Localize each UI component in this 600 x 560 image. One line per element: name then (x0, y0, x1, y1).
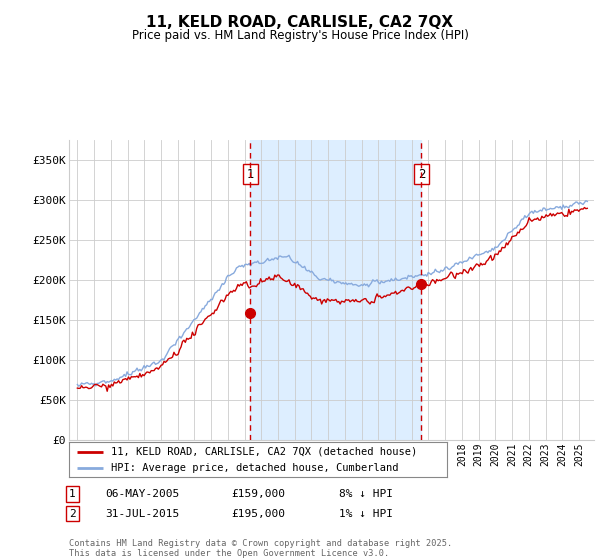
Text: 2: 2 (69, 508, 76, 519)
Text: 11, KELD ROAD, CARLISLE, CA2 7QX (detached house): 11, KELD ROAD, CARLISLE, CA2 7QX (detach… (110, 447, 417, 457)
Text: £195,000: £195,000 (231, 508, 285, 519)
Text: 1% ↓ HPI: 1% ↓ HPI (339, 508, 393, 519)
Bar (250, 140, 421, 440)
Text: Price paid vs. HM Land Registry's House Price Index (HPI): Price paid vs. HM Land Registry's House … (131, 29, 469, 42)
Text: 2: 2 (418, 168, 425, 181)
Text: 06-MAY-2005: 06-MAY-2005 (105, 489, 179, 499)
Text: Contains HM Land Registry data © Crown copyright and database right 2025.
This d: Contains HM Land Registry data © Crown c… (69, 539, 452, 558)
Text: 1: 1 (69, 489, 76, 499)
Text: HPI: Average price, detached house, Cumberland: HPI: Average price, detached house, Cumb… (110, 464, 398, 473)
Text: 11, KELD ROAD, CARLISLE, CA2 7QX: 11, KELD ROAD, CARLISLE, CA2 7QX (146, 15, 454, 30)
Text: 31-JUL-2015: 31-JUL-2015 (105, 508, 179, 519)
Text: 8% ↓ HPI: 8% ↓ HPI (339, 489, 393, 499)
Text: 1: 1 (247, 168, 254, 181)
Text: £159,000: £159,000 (231, 489, 285, 499)
